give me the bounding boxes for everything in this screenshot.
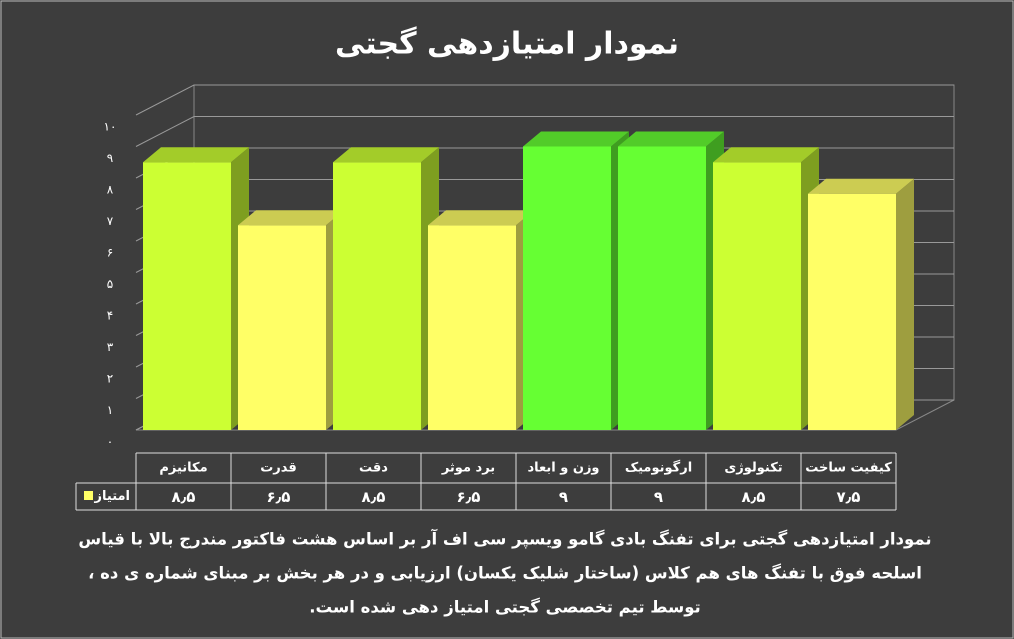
legend-label: امتیاز — [94, 489, 130, 504]
bar-top — [523, 131, 629, 147]
y-tick-label: ۹ — [107, 151, 113, 165]
note-line: نمودار امتیازدهی گجتی برای تفنگ بادی گام… — [78, 528, 931, 550]
y-tick-label: ۵ — [107, 277, 113, 291]
value-label: ۸٫۵ — [362, 488, 386, 506]
category-label: مکانیزم — [159, 461, 207, 476]
category-label: تکنولوژی — [724, 461, 782, 476]
value-label: ۷٫۵ — [837, 488, 861, 506]
y-tick-label: ۱ — [107, 403, 113, 417]
grid-line — [135, 116, 954, 147]
y-tick-label: ۴ — [107, 309, 113, 323]
bar-top — [428, 210, 534, 226]
y-tick-label: ۱۰ — [104, 120, 117, 134]
y-tick-label: ۰ — [107, 435, 113, 449]
category-label: وزن و ابعاد — [527, 461, 599, 476]
bar — [238, 225, 326, 430]
bar — [428, 225, 516, 430]
bar-top — [143, 147, 249, 163]
bar-top — [618, 131, 724, 147]
bar-side — [896, 178, 914, 430]
bar — [143, 162, 231, 430]
note-line: اسلحه فوق با تفنگ های هم کلاس (ساختار شل… — [88, 563, 922, 584]
legend-swatch — [84, 491, 93, 500]
bar — [808, 193, 896, 430]
bar — [618, 146, 706, 430]
category-label: دقت — [359, 461, 388, 476]
category-label: ارگونومیک — [625, 460, 692, 476]
bar-top — [238, 210, 344, 226]
value-label: ۹ — [559, 488, 568, 506]
y-tick-label: ۸ — [107, 183, 114, 197]
value-label: ۸٫۵ — [742, 488, 766, 506]
grid-line — [135, 84, 954, 116]
bar — [523, 146, 611, 430]
category-label: برد موثر — [441, 461, 495, 476]
y-tick-label: ۲ — [107, 372, 113, 386]
y-tick-label: ۳ — [107, 340, 114, 354]
bar-top — [333, 147, 439, 163]
bar — [713, 162, 801, 430]
bar — [333, 162, 421, 430]
bar-top — [808, 178, 914, 194]
category-label: قدرت — [260, 461, 297, 476]
value-label: ۶٫۵ — [457, 488, 481, 506]
value-label: ۹ — [654, 488, 663, 506]
value-label: ۶٫۵ — [267, 488, 291, 506]
y-tick-label: ۶ — [107, 246, 113, 260]
chart-title: نمودار امتیازدهی گجتی — [335, 26, 679, 62]
category-label: کیفیت ساخت — [805, 461, 892, 476]
bar-top — [713, 147, 819, 163]
note-line: توسط تیم تخصصی گجتی امتیاز دهی شده است. — [309, 597, 700, 618]
value-label: ۸٫۵ — [172, 488, 196, 506]
y-tick-label: ۷ — [107, 214, 114, 228]
